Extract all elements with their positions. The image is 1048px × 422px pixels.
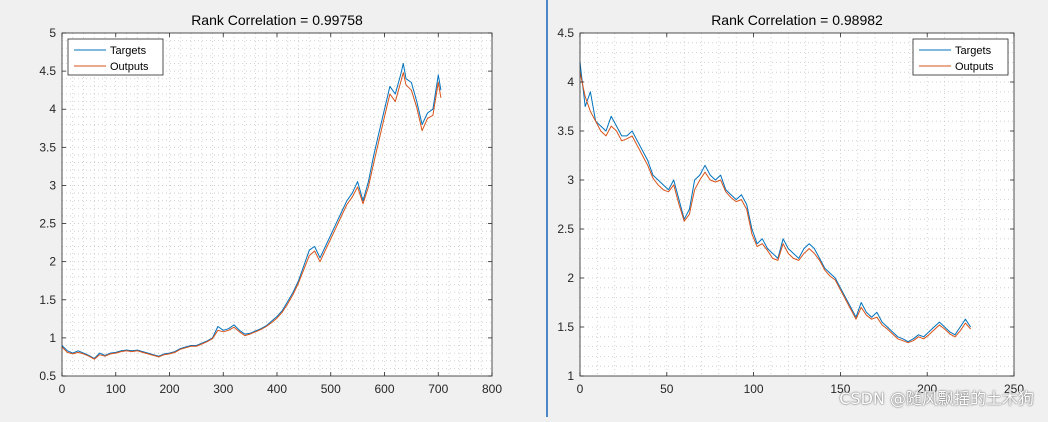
y-tick-label: 2 <box>49 255 56 269</box>
legend-label-targets: Targets <box>955 45 992 57</box>
x-tick-label: 200 <box>917 382 937 396</box>
y-tick-label: 3.5 <box>557 124 574 138</box>
series-line-targets <box>61 63 442 359</box>
figure-left: 0 100 200 300 400 500 600 700 800 0.5 1 1.5 2 2.5 3 3.5… <box>39 12 502 396</box>
series-line-outputs <box>61 72 442 360</box>
grid-lines <box>580 33 1014 376</box>
x-tick-label: 500 <box>321 382 341 396</box>
chart-rank-correlation-right: 0 50 100 150 200 250 1 1.5 2 2.5 3 3.5 4 4.5 Rank Corr… <box>557 12 1024 396</box>
y-tick-label: 1.5 <box>39 293 56 307</box>
x-tick-label: 400 <box>267 382 287 396</box>
y-tick-label: 1 <box>567 369 574 383</box>
x-tick-label: 250 <box>1004 382 1024 396</box>
legend: Targets Outputs <box>912 38 1009 76</box>
legend-box <box>912 38 1009 76</box>
y-tick-label: 0.5 <box>39 369 56 383</box>
y-tick-label: 4 <box>567 75 574 89</box>
y-tick-label: 1.5 <box>557 320 574 334</box>
chart-rank-correlation-left: 0 100 200 300 400 500 600 700 800 0.5 1 1.5 2 2.5 3 3.5… <box>39 12 502 396</box>
y-tick-label: 3 <box>49 178 56 192</box>
y-tick-label: 4 <box>49 102 56 116</box>
y-tick-label: 1 <box>49 331 56 345</box>
y-tick-label: 4.5 <box>557 26 574 40</box>
chart-title: Rank Correlation = 0.98982 <box>711 12 883 28</box>
legend-label-targets: Targets <box>110 45 147 57</box>
window-divider[interactable] <box>546 0 548 417</box>
plot-area <box>580 33 1014 376</box>
chart-title: Rank Correlation = 0.99758 <box>191 12 363 28</box>
x-tick-label: 800 <box>482 382 502 396</box>
y-tick-label: 5 <box>49 26 56 40</box>
y-tick-label: 2.5 <box>557 222 574 236</box>
legend-label-outputs: Outputs <box>110 61 149 73</box>
y-tick-label: 2 <box>567 271 574 285</box>
legend: Targets Outputs <box>67 38 164 76</box>
axes-box <box>579 32 1015 377</box>
x-tick-label: 150 <box>830 382 850 396</box>
x-tick-label: 700 <box>428 382 448 396</box>
x-tick-label: 300 <box>213 382 233 396</box>
plot-area <box>62 33 492 376</box>
legend-label-outputs: Outputs <box>955 61 994 73</box>
legend-box <box>67 38 164 76</box>
x-tick-label: 0 <box>577 382 584 396</box>
y-tick-label: 2.5 <box>39 217 56 231</box>
y-tick-label: 3 <box>567 173 574 187</box>
figure-right: 0 50 100 150 200 250 1 1.5 2 2.5 3 3.5 4 4.5 Rank Corr… <box>548 0 1048 417</box>
x-tick-label: 50 <box>660 382 674 396</box>
y-tick-label: 3.5 <box>39 140 56 154</box>
x-tick-label: 0 <box>59 382 66 396</box>
y-tick-label: 4.5 <box>39 64 56 78</box>
x-tick-label: 200 <box>159 382 179 396</box>
x-tick-label: 100 <box>106 382 126 396</box>
series-line-outputs <box>579 72 971 344</box>
series-line-targets <box>579 62 972 343</box>
x-tick-label: 100 <box>744 382 764 396</box>
x-tick-label: 600 <box>374 382 394 396</box>
watermark-text: CSDN @随风飘摇的土木狗 <box>839 389 1034 408</box>
